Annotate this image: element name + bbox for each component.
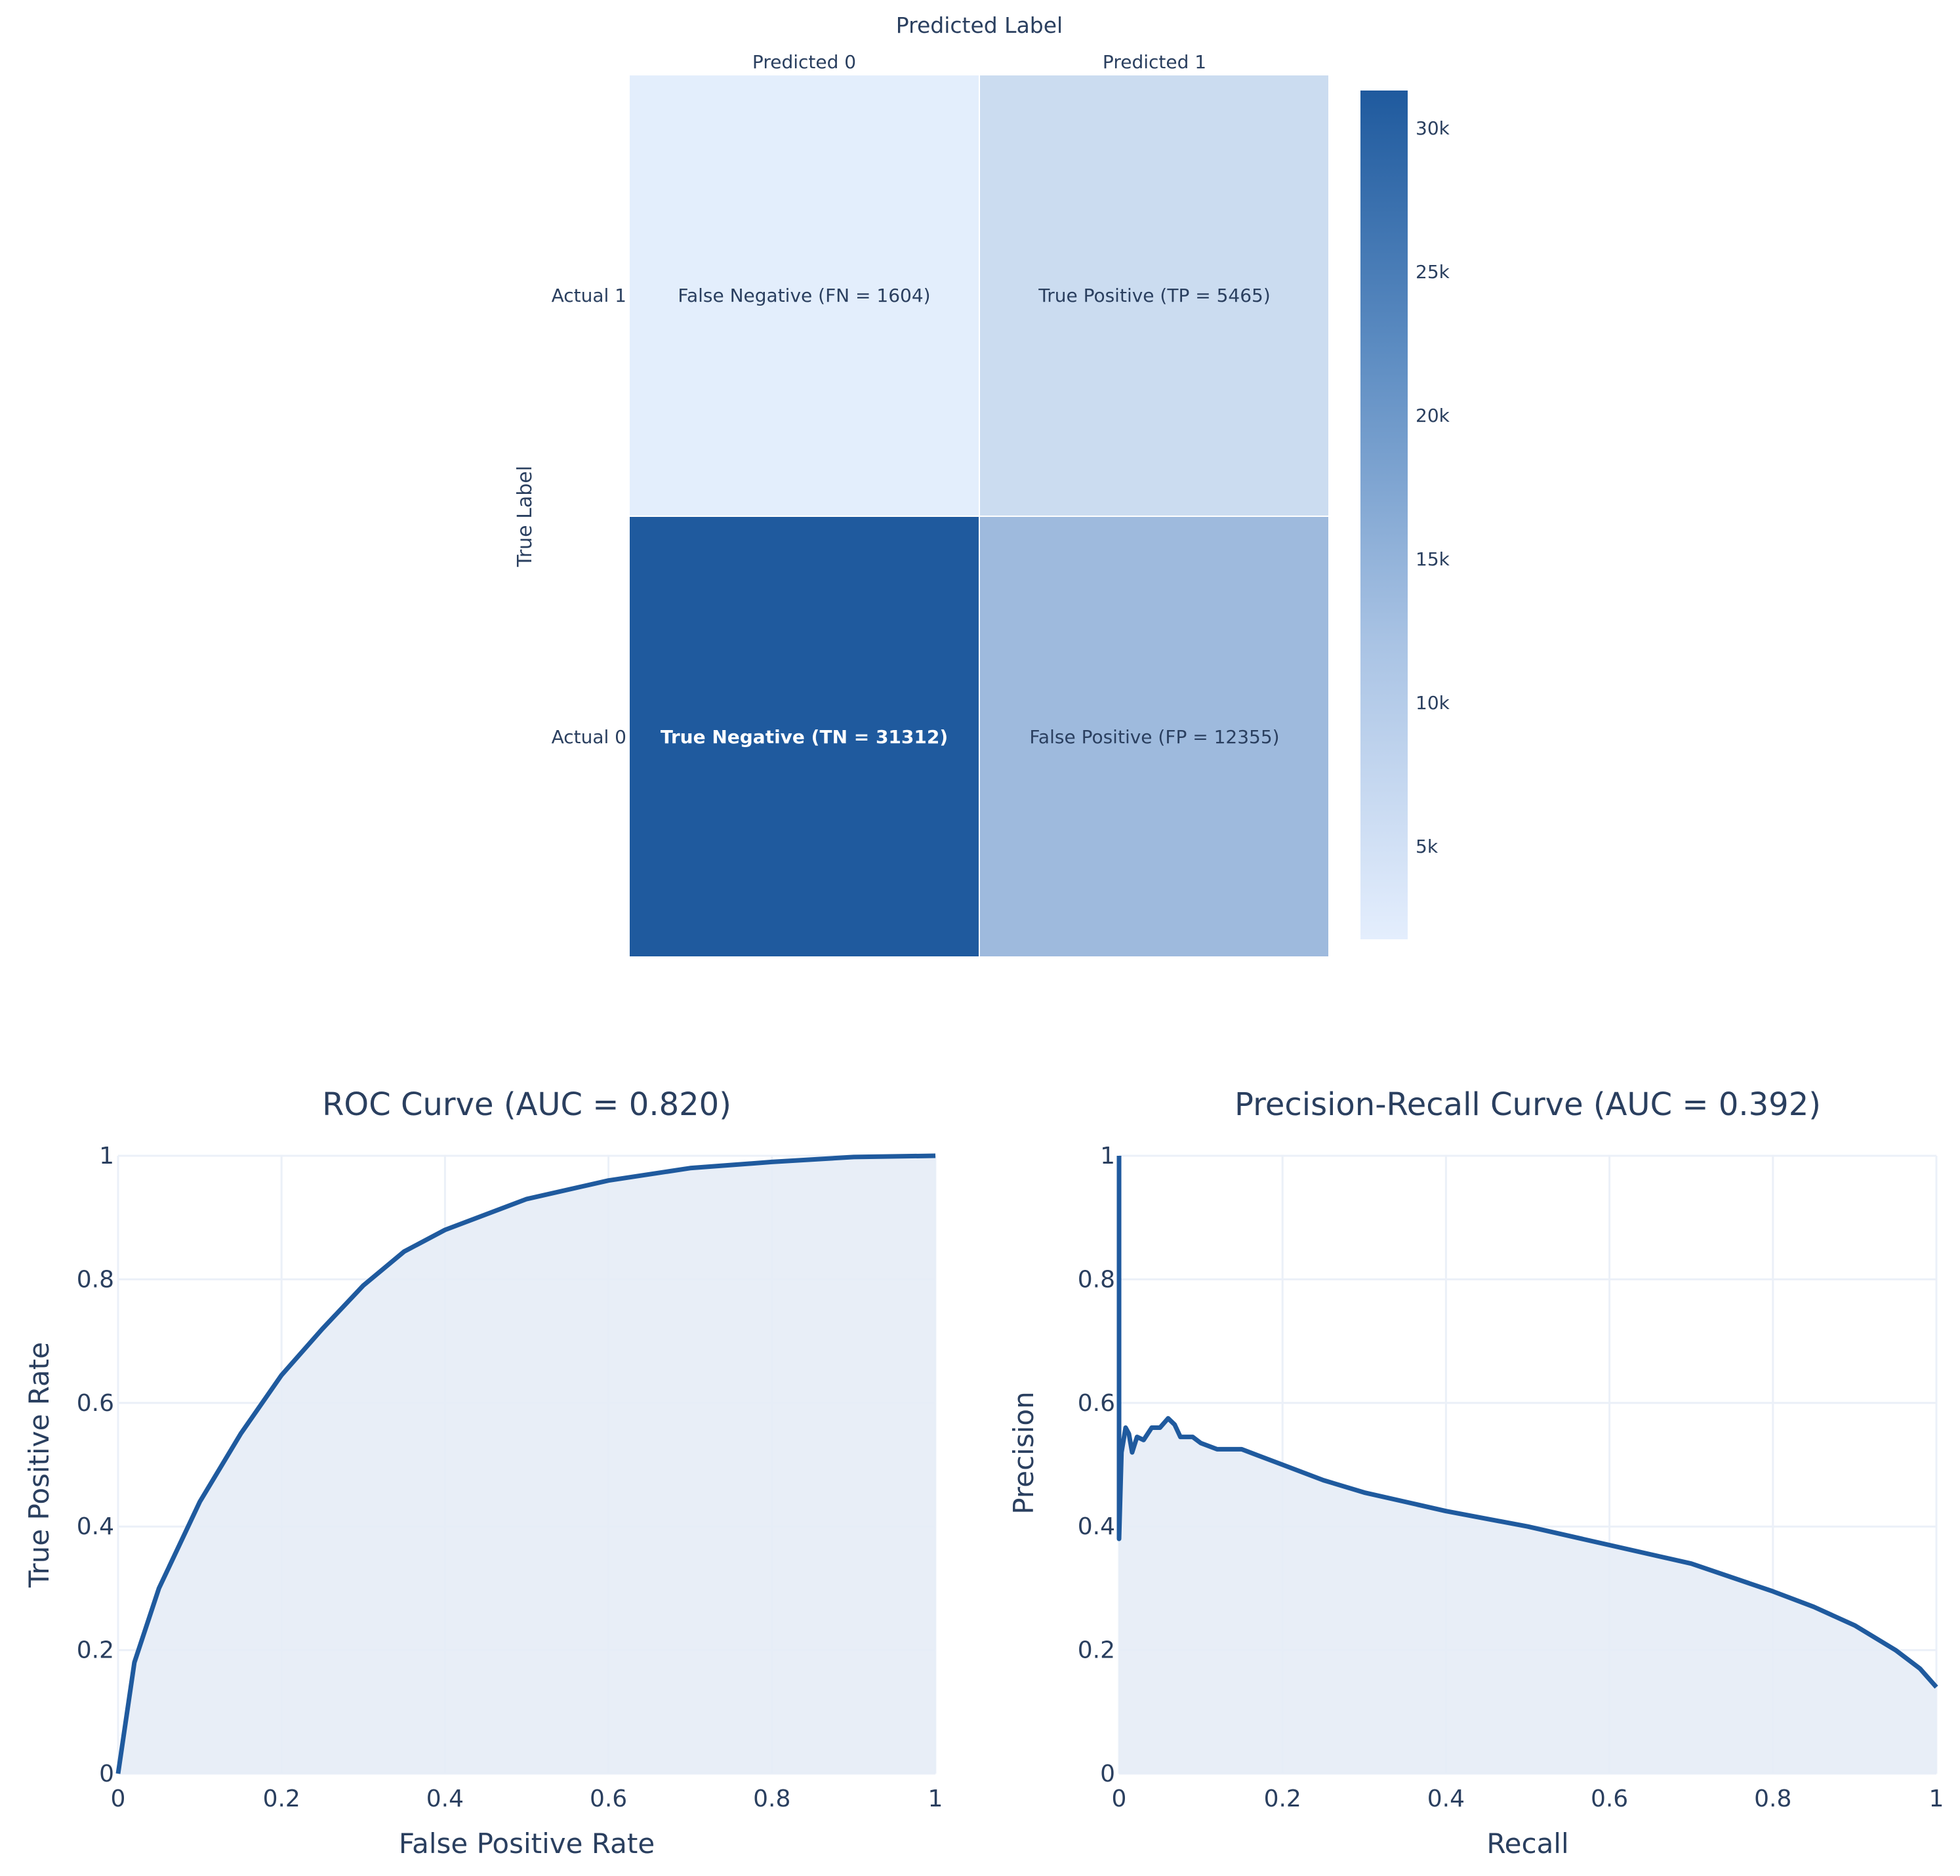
roc-xtick-label: 0.4 [426, 1785, 464, 1812]
colorbar-ticks: 30k 25k 20k 15k 10k 5k [1416, 117, 1450, 857]
pr-ytick-label: 1 [1100, 1143, 1115, 1170]
heatmap-cell-fn[interactable] [630, 75, 979, 516]
roc-ytick-label: 0.8 [77, 1266, 114, 1293]
pr-title: Precision-Recall Curve (AUC = 0.392) [1235, 1086, 1821, 1123]
colorbar-tick-15k: 15k [1416, 548, 1450, 570]
pr-xaxis-title: Recall [1486, 1827, 1568, 1860]
pr-tick-labels: 0 0.2 0.4 0.6 0.8 1 0 0.2 0.4 0.6 0.8 1 [1078, 1143, 1944, 1812]
roc-chart: ROC Curve (AUC = 0.820) 0 0.2 0.4 0.6 0.8 100… [23, 1086, 943, 1860]
heatmap-annotation-fp: False Positive (FP = 12355) [1029, 726, 1279, 748]
confusion-matrix: Predicted Label Predicted 0 Predicted 1 … [514, 12, 1450, 956]
pr-xtick-label: 0.6 [1591, 1785, 1628, 1812]
heatmap-ytick-1: Actual 0 [552, 726, 626, 748]
heatmap-ytick-0: Actual 1 [552, 285, 626, 306]
roc-curve-line[interactable] [115, 1153, 936, 1774]
pr-ytick-label: 0.4 [1078, 1513, 1115, 1540]
pr-ytick-label: 0 [1100, 1761, 1115, 1787]
heatmap-cell-tp[interactable] [980, 75, 1328, 516]
roc-xtick-label: 0 [111, 1785, 126, 1812]
roc-ytick-label: 1 [99, 1143, 114, 1170]
heatmap-yaxis-title: True Label [514, 466, 537, 567]
pr-curve-line[interactable] [1116, 1156, 1938, 1689]
heatmap-cell-tn[interactable] [630, 517, 979, 956]
roc-xtick-label: 0.2 [263, 1785, 300, 1812]
colorbar-tick-5k: 5k [1416, 836, 1439, 857]
roc-area-fill [118, 1156, 935, 1774]
roc-xaxis-title: False Positive Rate [399, 1827, 655, 1860]
roc-xtick-label: 1 [928, 1785, 943, 1812]
roc-tick-labels: 0 0.2 0.4 0.6 0.8 1 0 0.2 0.4 0.6 0.8 1 [77, 1143, 943, 1812]
pr-area-fill [1119, 1156, 1936, 1774]
heatmap-xaxis-title: Predicted Label [896, 12, 1063, 38]
colorbar-tick-20k: 20k [1416, 405, 1450, 426]
pr-chart: Precision-Recall Curve (AUC = 0.392) 0 0.… [1008, 1086, 1944, 1860]
heatmap-annotation-tp: True Positive (TP = 5465) [1038, 285, 1271, 306]
heatmap-xtick-0: Predicted 0 [752, 51, 856, 73]
roc-ytick-label: 0.2 [77, 1637, 114, 1664]
roc-xtick-label: 0.8 [753, 1785, 790, 1812]
heatmap-annotation-fn: False Negative (FN = 1604) [678, 285, 930, 306]
roc-ytick-label: 0.4 [77, 1513, 114, 1540]
colorbar [1360, 91, 1408, 939]
heatmap-cell-fp[interactable] [980, 517, 1328, 956]
pr-xtick-label: 0.4 [1427, 1785, 1465, 1812]
heatmap-xtick-1: Predicted 1 [1103, 51, 1206, 73]
roc-yaxis-title: True Positive Rate [23, 1342, 55, 1588]
roc-ytick-label: 0 [99, 1761, 114, 1787]
pr-yaxis-title: Precision [1008, 1391, 1040, 1514]
pr-ytick-label: 0.8 [1078, 1266, 1115, 1293]
pr-xtick-label: 0 [1112, 1785, 1127, 1812]
roc-title: ROC Curve (AUC = 0.820) [322, 1086, 731, 1123]
pr-xtick-label: 0.2 [1264, 1785, 1301, 1812]
colorbar-tick-10k: 10k [1416, 692, 1450, 714]
pr-xtick-label: 0.8 [1754, 1785, 1791, 1812]
roc-ytick-label: 0.6 [77, 1390, 114, 1417]
pr-ytick-label: 0.6 [1078, 1390, 1115, 1417]
heatmap-annotation-tn: True Negative (TN = 31312) [661, 726, 948, 748]
colorbar-tick-30k: 30k [1416, 117, 1450, 139]
colorbar-tick-25k: 25k [1416, 261, 1450, 283]
pr-ytick-label: 0.2 [1078, 1637, 1115, 1664]
roc-xtick-label: 0.6 [590, 1785, 627, 1812]
pr-xtick-label: 1 [1929, 1785, 1944, 1812]
